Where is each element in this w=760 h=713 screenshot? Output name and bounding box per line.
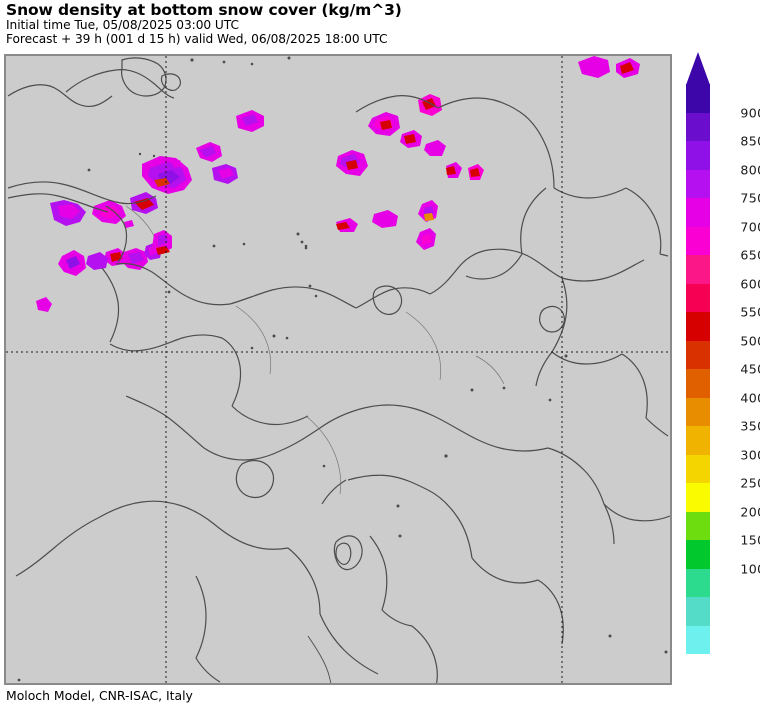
colorbar-tick-label: 400. xyxy=(740,390,760,405)
colorbar-band xyxy=(686,141,710,170)
forecast-validity-line: Forecast + 39 h (001 d 15 h) valid Wed, … xyxy=(6,31,388,46)
colorbar-band xyxy=(686,226,710,255)
colorbar-band xyxy=(686,540,710,569)
map-header: Snow density at bottom snow cover (kg/m^… xyxy=(6,2,666,46)
colorbar-tick-label: 200. xyxy=(740,504,760,519)
map-background xyxy=(6,56,670,683)
colorbar-band xyxy=(686,255,710,284)
map-graphic xyxy=(6,56,670,683)
colorbar-band xyxy=(686,340,710,369)
initial-time-line: Initial time Tue, 05/08/2025 03:00 UTC xyxy=(6,18,239,32)
colorbar-band xyxy=(686,511,710,540)
province-borders xyxy=(125,205,505,495)
colorbar-band xyxy=(686,597,710,626)
colorbar-tick-label: 850. xyxy=(740,133,760,149)
colorbar-tick-label: 650. xyxy=(740,247,760,263)
colorbar-band xyxy=(686,625,710,654)
colorbar-tick-label: 800. xyxy=(740,162,760,177)
colorbar-tick-label: 550. xyxy=(740,304,760,320)
colorbar-band xyxy=(686,283,710,312)
colorbar-tick-label: 150. xyxy=(740,532,760,548)
colorbar-bands xyxy=(686,84,710,654)
colorbar-band xyxy=(686,112,710,141)
map-canvas[interactable] xyxy=(6,56,670,683)
administrative-borders xyxy=(7,57,670,683)
colorbar-band xyxy=(686,369,710,398)
colorbar-band xyxy=(686,84,710,113)
river-line xyxy=(307,635,332,683)
colorbar-tick-label: 450. xyxy=(740,361,760,377)
page-title: Snow density at bottom snow cover (kg/m^… xyxy=(6,1,402,19)
colorbar: 900. 850. 800. 750. 700. 650. 600. 550. 500. 450.… xyxy=(686,52,760,672)
colorbar-tick-label: 750. xyxy=(740,190,760,206)
colorbar-tick-label: 350. xyxy=(740,418,760,434)
colorbar-band xyxy=(686,483,710,512)
colorbar-max-arrow-icon xyxy=(686,52,710,85)
colorbar-tick-label: 300. xyxy=(740,447,760,462)
colorbar-band xyxy=(686,312,710,341)
colorbar-tick-label: 900. xyxy=(740,105,760,120)
colorbar-band xyxy=(686,454,710,483)
colorbar-tick-label: 100. xyxy=(740,561,760,576)
colorbar-tick-label: 700. xyxy=(740,219,760,234)
colorbar-band xyxy=(686,198,710,227)
colorbar-band xyxy=(686,397,710,426)
colorbar-tick-label: 500. xyxy=(740,333,760,348)
snow-density-contours xyxy=(36,56,640,312)
colorbar-band xyxy=(686,169,710,198)
lat-lon-gridlines xyxy=(6,56,670,683)
colorbar-tick-labels: 900. 850. 800. 750. 700. 650. 600. 550. 500. 450.… xyxy=(724,84,760,654)
colorbar-tick-label: 600. xyxy=(740,276,760,291)
colorbar-tick-label: 250. xyxy=(740,475,760,491)
colorbar-band xyxy=(686,426,710,455)
map-point-features xyxy=(17,56,668,682)
model-credit: Moloch Model, CNR-ISAC, Italy xyxy=(6,688,193,703)
colorbar-band xyxy=(686,568,710,597)
map-panel[interactable] xyxy=(4,54,672,685)
